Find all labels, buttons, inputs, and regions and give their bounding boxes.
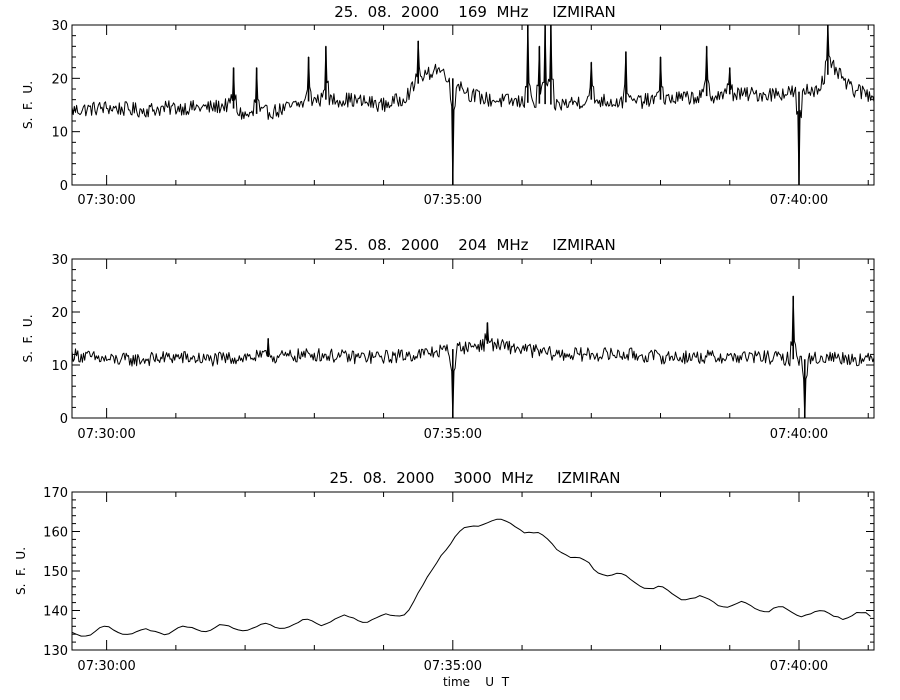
x-tick-label: 07:30:00 <box>77 427 135 442</box>
y-tick-label: 30 <box>51 253 68 268</box>
y-tick-label: 150 <box>43 565 68 580</box>
chart-panel-2: 25. 08. 2000 204 MHz IZMIRAN S. F. U. 0 10 2… <box>21 236 875 442</box>
y-tick-label: 10 <box>51 126 68 141</box>
y-tick-label: 10 <box>51 359 68 374</box>
y-tick-label: 0 <box>60 412 68 427</box>
x-tick-label: 07:40:00 <box>770 193 828 208</box>
plot-frame <box>71 258 875 419</box>
y-tick-label: 20 <box>51 72 68 87</box>
y-axis-label: S. F. U. <box>21 81 35 129</box>
x-tick-label: 07:40:00 <box>770 427 828 442</box>
plot-frame <box>71 491 875 651</box>
series-line <box>71 518 871 637</box>
chart-panel-3: 25. 08. 2000 3000 MHz IZMIRAN S. F. U. 130… <box>14 469 875 689</box>
y-tick-label: 140 <box>43 605 68 620</box>
chart-title: 25. 08. 2000 169 MHz IZMIRAN <box>334 3 616 21</box>
x-tick-label: 07:40:00 <box>770 659 828 674</box>
x-tick-label: 07:35:00 <box>424 659 482 674</box>
chart-title: 25. 08. 2000 204 MHz IZMIRAN <box>334 236 616 254</box>
series-line <box>71 24 875 186</box>
y-tick-label: 0 <box>60 179 68 194</box>
series-line <box>71 295 875 419</box>
y-axis-label: S. F. U. <box>14 547 28 595</box>
y-tick-label: 20 <box>51 306 68 321</box>
y-tick-label: 170 <box>43 486 68 501</box>
x-tick-label: 07:30:00 <box>77 193 135 208</box>
chart-title: 25. 08. 2000 3000 MHz IZMIRAN <box>329 469 620 487</box>
x-tick-label: 07:35:00 <box>424 193 482 208</box>
y-tick-label: 160 <box>43 526 68 541</box>
x-tick-label: 07:35:00 <box>424 427 482 442</box>
x-tick-label: 07:30:00 <box>77 659 135 674</box>
x-axis-label: time U T <box>443 675 510 689</box>
y-axis-label: S. F. U. <box>21 314 35 362</box>
y-tick-label: 130 <box>43 644 68 659</box>
chart-panel-1: 25. 08. 2000 169 MHz IZMIRAN S. F. U. 0 10 2… <box>21 3 875 208</box>
y-tick-label: 30 <box>51 19 68 34</box>
plot-frame <box>71 24 875 186</box>
